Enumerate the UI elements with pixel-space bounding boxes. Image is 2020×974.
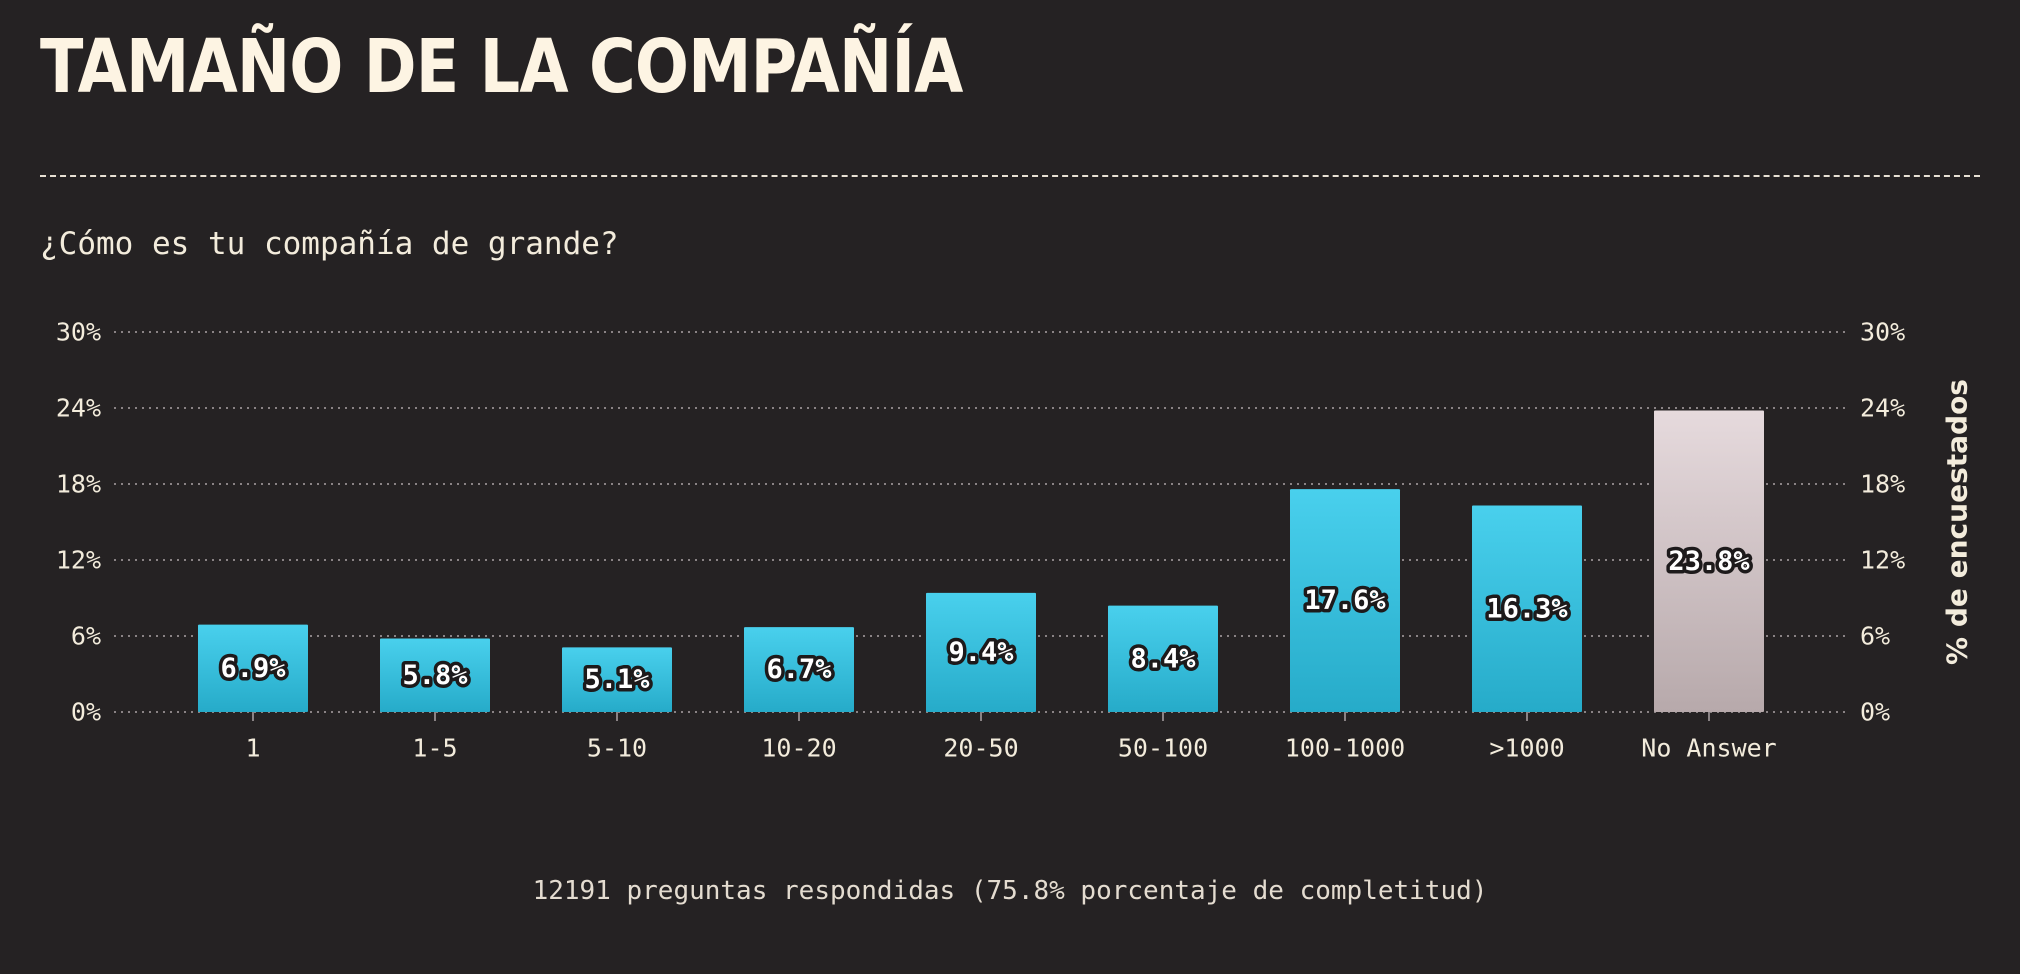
y-tick-label: 30% [56,318,101,347]
bar-value-label: 5.8% [402,660,468,691]
x-tick-label: 100-1000 [1285,734,1405,763]
y-tick-label: 24% [56,394,101,423]
y-tick-label-right: 24% [1860,394,1905,423]
bar-4 [926,592,1036,712]
y-tick-label: 6% [71,622,101,651]
x-tick-label: 1-5 [412,734,457,763]
title-divider [40,175,1980,177]
y-tick-label-right: 6% [1860,622,1890,651]
x-tick-label: 1 [245,734,260,763]
y-tick-label-right: 30% [1860,318,1905,347]
y-tick-label: 18% [56,470,101,499]
x-tick-label: 20-50 [943,734,1018,763]
y-tick-label-right: 12% [1860,546,1905,575]
bar-value-label: 6.9% [220,653,286,684]
bar-2 [562,647,672,712]
bar-value-label: 17.6% [1304,585,1386,616]
x-tick-label: >1000 [1489,734,1564,763]
bars: 6.9% 5.8% 5.1% 6.7% 9.4% 8.4% 17.6% 16.3% 23.8% [198,410,1764,721]
x-tick-label: 5-10 [587,734,647,763]
y-axis-left: 0% 6% 12% 18% 24% 30% [56,318,101,727]
y-tick-label-right: 18% [1860,470,1905,499]
page-title: Tamaño de la compañía [40,24,963,110]
bar-value-label: 8.4% [1130,643,1196,674]
bar-value-label: 9.4% [948,637,1014,668]
bar-0 [198,624,308,712]
x-tick-label: No Answer [1641,734,1776,763]
y-axis-right: 0% 6% 12% 18% 24% 30% [1860,318,1905,727]
y-axis-title: % de encuestados [1941,379,1974,665]
bar-value-label: 5.1% [584,664,650,695]
bar-5 [1108,605,1218,712]
y-tick-label: 0% [71,698,101,727]
bar-1 [380,638,490,712]
y-tick-label: 12% [56,546,101,575]
bar-3 [744,627,854,712]
bar-7 [1472,505,1582,712]
response-summary: 12191 preguntas respondidas (75.8% porce… [532,876,1488,906]
x-tick-label: 10-20 [761,734,836,763]
x-tick-label: 50-100 [1118,734,1208,763]
bar-value-label: 16.3% [1486,593,1568,624]
x-axis: 1 1-5 5-10 10-20 20-50 50-100 100-1000 >1000 No … [245,734,1776,763]
chart-question: ¿Cómo es tu compañía de grande? [40,226,619,262]
y-tick-label-right: 0% [1860,698,1890,727]
bar-8 [1654,410,1764,712]
bar-value-label: 6.7% [766,654,832,685]
bar-value-label: 23.8% [1668,546,1750,577]
bar-6 [1290,489,1400,712]
